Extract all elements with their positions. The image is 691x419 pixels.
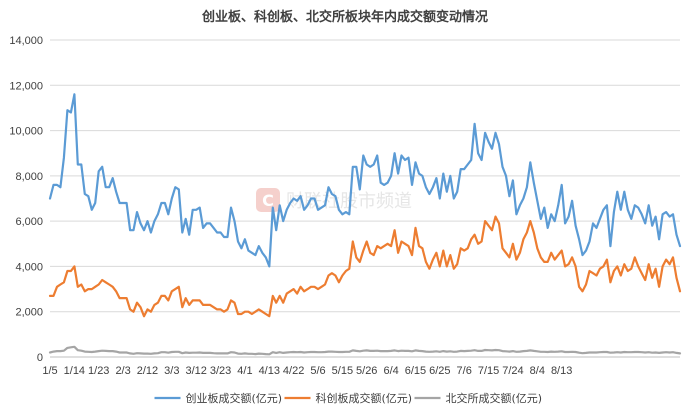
x-axis-ticks: 1/5 1/14 1/23 2/3 2/12 3/3 3/12 3/23 4/1 4/13 4/22… [42,365,572,377]
legend-item: 科创板成交额(亿元) [284,391,413,405]
x-tick-label: 1/14 [64,365,85,377]
x-tick-label: 7/24 [502,365,523,377]
y-tick-label: 14,000 [9,35,43,47]
legend-item: 北交所成交额(亿元) [414,391,543,405]
series-line-3 [48,345,682,356]
x-tick-label: 4/1 [237,365,252,377]
svg-text:C: C [262,191,274,210]
y-tick-label: 4,000 [15,261,43,273]
x-tick-label: 5/6 [310,365,325,377]
x-tick-label: 1/23 [88,365,109,377]
legend-label: 创业板成交额(亿元) [186,391,283,405]
legend-label: 科创板成交额(亿元) [316,391,413,405]
x-tick-label: 7/15 [478,365,499,377]
x-tick-label: 3/12 [185,365,206,377]
y-tick-label: 2,000 [15,307,43,319]
legend: 创业板成交额(亿元) 科创板成交额(亿元) 北交所成交额(亿元) [154,391,543,405]
x-tick-label: 6/15 [405,365,426,377]
x-tick-label: 6/25 [429,365,450,377]
series-line-2 [48,215,682,318]
x-tick-label: 6/4 [383,365,398,377]
x-tick-label: 8/4 [530,365,545,377]
legend-label: 北交所成交额(亿元) [446,391,543,405]
x-tick-label: 3/3 [164,365,179,377]
x-tick-label: 8/13 [551,365,572,377]
x-tick-label: 3/23 [210,365,231,377]
y-tick-label: 0 [37,352,43,364]
watermark-logo-icon [256,188,280,212]
y-tick-label: 6,000 [15,216,43,228]
x-tick-label: 4/22 [283,365,304,377]
x-tick-label: 5/26 [356,365,377,377]
y-tick-label: 8,000 [15,171,43,183]
y-tick-label: 12,000 [9,80,43,92]
x-tick-label: 7/6 [457,365,472,377]
x-tick-label: 1/5 [42,365,57,377]
y-tick-label: 10,000 [9,126,43,138]
x-tick-label: 4/13 [259,365,280,377]
chart-title: 创业板、科创板、北交所板块年内成交额变动情况 [201,9,488,25]
series-lines [48,93,682,356]
legend-item: 创业板成交额(亿元) [154,391,283,405]
y-axis-ticks: 0 2,000 4,000 6,000 8,000 10,000 12,000 14,000 [9,35,43,364]
series-line-1 [48,93,682,268]
x-tick-label: 2/12 [137,365,158,377]
x-tick-label: 5/15 [332,365,353,377]
x-tick-label: 2/3 [115,365,130,377]
